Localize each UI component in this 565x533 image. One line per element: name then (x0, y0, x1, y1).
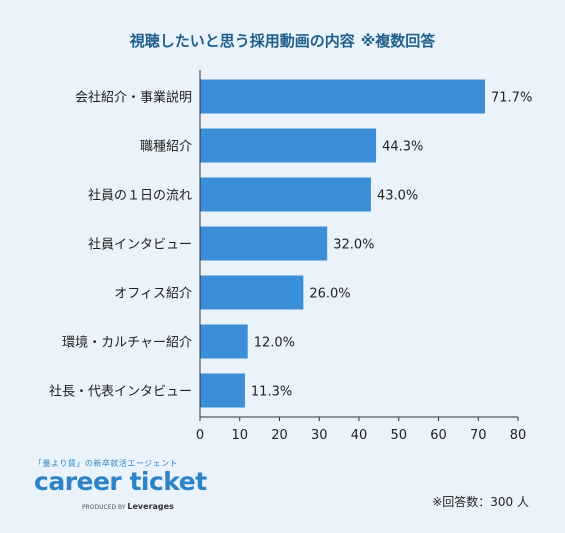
data-label: 71.7% (491, 91, 532, 106)
bar (200, 128, 377, 163)
bar (200, 324, 248, 359)
data-label: 11.3% (251, 385, 292, 400)
x-tick-label: 80 (510, 428, 527, 443)
x-tick-label: 60 (430, 428, 447, 443)
x-tick-label: 30 (311, 428, 328, 443)
x-tick-label: 50 (390, 428, 407, 443)
data-label: 43.0% (377, 189, 418, 204)
x-tick-label: 10 (231, 428, 248, 443)
produced-by-text: PRODUCED BY (82, 504, 126, 511)
bar (200, 275, 304, 310)
category-label: 社員インタビュー (88, 237, 192, 253)
brand-produced-by: PRODUCED BY Leverages (82, 502, 174, 511)
category-label: 会社紹介・事業説明 (75, 90, 192, 106)
response-count-note: ※回答数：300 人 (432, 495, 529, 509)
bar (200, 226, 328, 261)
brand-tagline: 「量より質」の新卒就活エージェント (34, 459, 179, 468)
category-label: 職種紹介 (140, 139, 192, 155)
bar (200, 373, 245, 408)
data-label: 26.0% (309, 287, 350, 302)
category-label: 環境・カルチャー紹介 (62, 336, 192, 351)
produced-by-company: Leverages (127, 502, 174, 511)
chart-title: 視聴したいと思う採用動画の内容 ※複数回答 (0, 30, 565, 51)
category-label: 社長・代表インタビュー (49, 384, 192, 400)
data-label: 44.3% (382, 140, 423, 155)
data-label: 12.0% (254, 336, 295, 351)
chart-title-note: ※複数回答 (360, 32, 436, 50)
category-label: 社員の１日の流れ (88, 188, 192, 204)
x-tick-label: 20 (271, 428, 288, 443)
x-tick-label: 40 (351, 428, 368, 443)
x-tick-label: 70 (470, 428, 487, 443)
bar (200, 79, 486, 114)
chart-title-text: 視聴したいと思う採用動画の内容 (129, 32, 355, 50)
bar (200, 177, 371, 212)
data-label: 32.0% (333, 238, 374, 253)
brand-logo: career ticket (34, 467, 207, 496)
category-label: オフィス紹介 (114, 287, 192, 302)
x-tick-label: 0 (196, 428, 204, 443)
